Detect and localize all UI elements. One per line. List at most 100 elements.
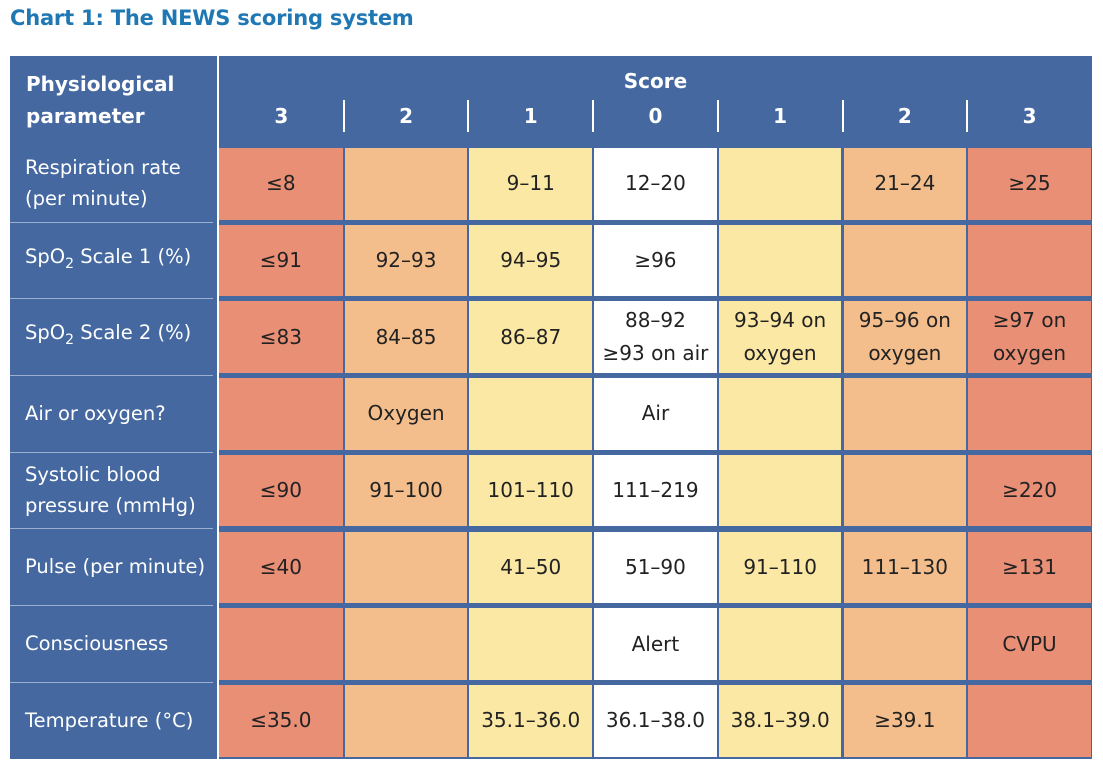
score-cell-value: 88–92 ≥93 on air [602, 308, 709, 366]
row-divider [10, 528, 213, 530]
row-divider [10, 375, 213, 377]
score-cell-value: 91–100 [369, 478, 443, 503]
score-cell-value: ≤40 [259, 554, 302, 579]
score-cell: 35.1–36.0 [469, 684, 593, 757]
score-cell-value: 41–50 [500, 554, 562, 579]
score-cell: ≥25 [968, 148, 1091, 220]
score-cell: ≤40 [219, 531, 343, 604]
parameter-text: Pulse (per minute) [25, 555, 206, 579]
score-cell: 12–20 [594, 148, 717, 220]
score-column-header: 1 [773, 104, 788, 128]
score-cell-value: 35.1–36.0 [481, 708, 581, 733]
score-cell [718, 454, 842, 527]
score-cell-value: ≥131 [1002, 554, 1057, 579]
score-cell-value: 12–20 [624, 171, 686, 196]
score-cell [344, 148, 468, 220]
score-cell-value: ≥220 [1002, 478, 1057, 503]
parameter-label: Respiration rate (per minute) [10, 145, 217, 222]
score-cell-value: ≤8 [266, 171, 296, 196]
score-cell: 21–24 [843, 148, 967, 220]
score-cell: Air [594, 378, 717, 450]
param-header-line1: Physiological [26, 72, 175, 96]
score-cell [843, 378, 967, 450]
score-cell: 93–94 on oxygen [718, 301, 842, 374]
score-cell [718, 608, 842, 680]
score-cell-value: 21–24 [874, 171, 936, 196]
score-cell [843, 608, 967, 680]
parameter-text: Systolic blood [25, 463, 161, 487]
score-cell: Oxygen [344, 378, 468, 450]
score-cell: 111–219 [594, 454, 717, 527]
score-cell [718, 148, 842, 220]
score-cell [344, 684, 468, 757]
score-cell [718, 224, 842, 297]
score-cell: 91–110 [718, 531, 842, 604]
row-divider [10, 221, 213, 223]
score-cell-value: 101–110 [487, 478, 574, 503]
score-cell: ≥220 [968, 454, 1091, 527]
score-cell-value: 94–95 [500, 248, 562, 273]
score-cell-value: 92–93 [375, 248, 437, 273]
score-column-header: 0 [648, 104, 663, 128]
header-separator [467, 100, 470, 132]
row-divider [10, 451, 213, 453]
score-column-header: 2 [399, 104, 413, 128]
score-cell: 95–96 on oxygen [843, 301, 967, 374]
score-cell-value: ≤83 [259, 324, 302, 349]
parameter-text: Respiration rate [25, 156, 181, 180]
header-separator [592, 100, 595, 132]
score-cell-value: ≤90 [259, 478, 302, 503]
parameter-label: Air or oxygen? [10, 375, 217, 452]
score-cell: CVPU [968, 608, 1091, 680]
score-cell [843, 224, 967, 297]
score-cell-value: 111–130 [861, 554, 949, 579]
parameter-text: (per minute) [25, 187, 148, 211]
parameter-label: Temperature (°C) [10, 682, 217, 759]
row-divider [10, 298, 213, 300]
parameter-label: Systolic blood pressure (mmHg) [10, 452, 217, 529]
score-cell: ≤83 [219, 301, 343, 374]
parameter-text: Temperature (°C) [25, 708, 194, 732]
param-header-line2: parameter [26, 104, 145, 128]
score-cell: 9–11 [469, 148, 593, 220]
score-cell [344, 608, 468, 680]
parameter-label: SpO2 Scale 1 (%) [10, 222, 217, 299]
score-cell-value: 91–110 [743, 554, 817, 579]
score-cell-value: Oxygen [367, 401, 445, 426]
score-cell-value: 86–87 [500, 324, 562, 349]
score-cell: 38.1–39.0 [718, 684, 842, 757]
parameter-text: SpO2 Scale 2 (%) [25, 321, 192, 349]
score-cell [968, 684, 1091, 757]
parameter-label: SpO2 Scale 2 (%) [10, 298, 217, 375]
score-cell: ≥96 [594, 224, 717, 297]
header-separator [342, 100, 345, 132]
parameter-text: pressure (mmHg) [25, 494, 196, 518]
score-cell-value: ≤35.0 [250, 708, 312, 733]
score-cell-value: CVPU [1002, 631, 1057, 656]
score-cell [219, 378, 343, 450]
score-cell-value: 95–96 on oxygen [858, 308, 951, 366]
score-cell [843, 454, 967, 527]
score-cell [968, 378, 1091, 450]
parameter-label: Consciousness [10, 605, 217, 682]
score-cell: ≤8 [219, 148, 343, 220]
score-cell-value: 51–90 [624, 554, 686, 579]
score-cell: 88–92 ≥93 on air [594, 301, 717, 374]
score-cell-value: 38.1–39.0 [730, 708, 830, 733]
score-cell-value: ≤91 [259, 248, 302, 273]
parameter-text: Air or oxygen? [25, 401, 166, 425]
score-header-label: Score [623, 69, 688, 93]
score-cell [968, 224, 1091, 297]
header-separator [841, 100, 844, 132]
parameter-text: SpO2 Scale 1 (%) [25, 244, 192, 272]
score-cell: 41–50 [469, 531, 593, 604]
score-cell-value: ≥25 [1008, 171, 1051, 196]
parameter-text: Consciousness [25, 632, 169, 656]
score-cell-value: Air [641, 401, 670, 426]
score-cell: 94–95 [469, 224, 593, 297]
score-cell-value: ≥97 on oxygen [992, 308, 1067, 366]
score-cell: ≤35.0 [219, 684, 343, 757]
score-cell: ≤90 [219, 454, 343, 527]
parameter-label: Pulse (per minute) [10, 529, 217, 606]
score-cell: ≥97 on oxygen [968, 301, 1091, 374]
